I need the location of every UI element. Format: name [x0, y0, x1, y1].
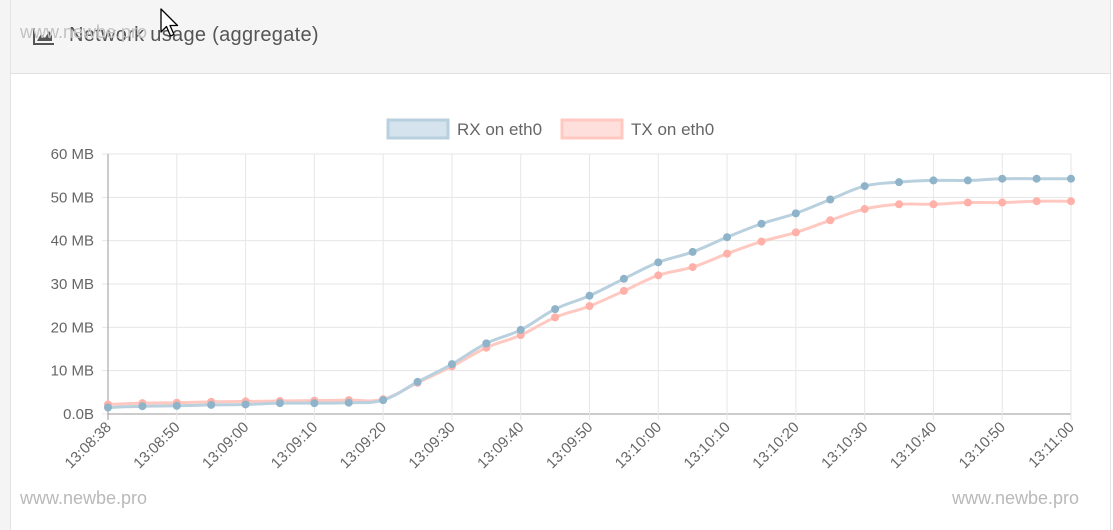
- chart-legend: RX on eth0 TX on eth0: [386, 118, 714, 140]
- data-point-rx[interactable]: [998, 174, 1007, 183]
- y-tick-label: 30 MB: [51, 276, 94, 293]
- x-tick-label: 13:09:30: [405, 419, 458, 472]
- data-point-tx[interactable]: [1032, 197, 1041, 206]
- data-point-tx[interactable]: [585, 302, 594, 311]
- data-point-tx[interactable]: [929, 200, 938, 209]
- watermark-top: www.newbe.pro: [20, 22, 148, 42]
- data-point-rx[interactable]: [654, 258, 663, 267]
- data-point-rx[interactable]: [516, 325, 525, 334]
- x-tick-label: 13:09:00: [199, 419, 252, 472]
- data-point-tx[interactable]: [860, 205, 869, 214]
- area-chart-icon: [33, 28, 54, 45]
- data-point-rx[interactable]: [723, 233, 732, 242]
- data-point-rx[interactable]: [688, 247, 697, 256]
- data-point-tx[interactable]: [619, 286, 628, 295]
- data-point-tx[interactable]: [688, 263, 697, 272]
- data-point-tx[interactable]: [723, 249, 732, 258]
- chart-grid: [102, 153, 1072, 420]
- x-tick-label: 13:10:40: [887, 419, 940, 472]
- data-point-rx[interactable]: [447, 360, 456, 369]
- data-point-rx[interactable]: [929, 176, 938, 185]
- data-point-tx[interactable]: [757, 237, 766, 246]
- y-tick-label: 0.0B: [63, 406, 94, 423]
- x-tick-label: 13:10:30: [818, 419, 871, 472]
- mouse-cursor-icon: [160, 8, 179, 37]
- data-point-tx[interactable]: [1067, 197, 1075, 206]
- legend-swatch-rx[interactable]: [386, 118, 450, 140]
- data-point-rx[interactable]: [275, 399, 284, 408]
- data-point-rx[interactable]: [860, 182, 869, 191]
- x-tick-label: 13:11:00: [1025, 419, 1078, 472]
- data-point-tx[interactable]: [963, 198, 972, 207]
- data-point-rx[interactable]: [757, 219, 766, 228]
- data-point-rx[interactable]: [379, 396, 388, 405]
- data-point-rx[interactable]: [1067, 174, 1075, 183]
- data-point-rx[interactable]: [895, 178, 904, 187]
- data-point-rx[interactable]: [551, 305, 560, 314]
- x-tick-label: 13:09:20: [337, 419, 390, 472]
- network-usage-panel: Network usage (aggregate): [10, 0, 1111, 530]
- x-tick-label: 13:09:10: [268, 419, 321, 472]
- x-tick-label: 13:09:40: [474, 419, 527, 472]
- data-point-rx[interactable]: [826, 195, 835, 204]
- data-point-tx[interactable]: [551, 313, 560, 322]
- data-point-tx[interactable]: [791, 228, 800, 237]
- legend-swatch-tx[interactable]: [560, 118, 624, 140]
- x-tick-label: 13:08:38: [62, 419, 115, 472]
- data-point-tx[interactable]: [998, 198, 1007, 207]
- y-tick-label: 10 MB: [51, 363, 94, 380]
- data-point-tx[interactable]: [895, 200, 904, 209]
- data-point-rx[interactable]: [310, 399, 319, 408]
- watermark-bottom-left: www.newbe.pro: [20, 488, 148, 508]
- data-point-rx[interactable]: [482, 339, 491, 348]
- x-axis-ticks: 13:08:38 13:08:50 13:09:00 13:09:10 13:09:20…: [62, 419, 1078, 472]
- data-point-tx[interactable]: [826, 216, 835, 225]
- legend-label-tx[interactable]: TX on eth0: [631, 120, 714, 139]
- data-point-rx[interactable]: [344, 398, 353, 407]
- legend-label-rx[interactable]: RX on eth0: [457, 120, 542, 139]
- series-layer: [104, 174, 1075, 412]
- y-tick-label: 20 MB: [51, 319, 94, 336]
- panel-title: Network usage (aggregate): [69, 24, 319, 46]
- data-point-rx[interactable]: [791, 209, 800, 218]
- y-tick-label: 40 MB: [51, 233, 94, 250]
- y-tick-label: 50 MB: [51, 189, 94, 206]
- x-tick-label: 13:10:50: [956, 419, 1009, 472]
- data-point-rx[interactable]: [963, 176, 972, 185]
- data-point-rx[interactable]: [619, 274, 628, 283]
- data-point-rx[interactable]: [138, 402, 147, 411]
- data-point-rx[interactable]: [413, 377, 422, 386]
- data-point-rx[interactable]: [585, 291, 594, 300]
- y-axis-ticks: 0.0B 10 MB 20 MB 30 MB 40 MB 50 MB 60 MB: [51, 146, 94, 423]
- x-tick-label: 13:09:50: [543, 419, 596, 472]
- x-tick-label: 13:10:00: [612, 419, 665, 472]
- data-point-rx[interactable]: [207, 400, 216, 409]
- data-point-rx[interactable]: [104, 403, 112, 412]
- data-point-rx[interactable]: [241, 400, 250, 409]
- data-point-tx[interactable]: [654, 271, 663, 280]
- panel-header: Network usage (aggregate): [11, 0, 1110, 74]
- x-tick-label: 13:08:50: [130, 419, 183, 472]
- x-tick-label: 13:10:20: [749, 419, 802, 472]
- data-point-rx[interactable]: [1032, 174, 1041, 183]
- x-tick-label: 13:10:10: [681, 419, 734, 472]
- watermark-bottom-right: www.newbe.pro: [952, 488, 1080, 508]
- y-tick-label: 60 MB: [51, 146, 94, 163]
- data-point-rx[interactable]: [172, 401, 181, 410]
- outer-background: [0, 0, 10, 530]
